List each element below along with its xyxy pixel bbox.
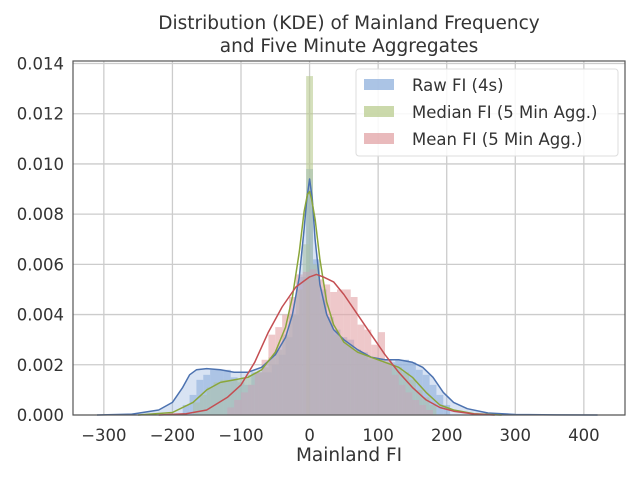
y-tick-label: 0.006 bbox=[17, 255, 64, 274]
histogram-bar bbox=[330, 291, 337, 415]
histogram-bar bbox=[241, 392, 248, 415]
histogram-bar bbox=[422, 374, 430, 415]
histogram-bar bbox=[426, 409, 433, 415]
histogram-bar bbox=[261, 359, 269, 415]
histogram-bar bbox=[234, 379, 241, 415]
legend-label-0: Raw FI (4s) bbox=[412, 76, 504, 95]
y-tick-label: 0.002 bbox=[17, 356, 64, 375]
histogram-bar bbox=[391, 374, 399, 415]
legend-label-1: Median FI (5 Min Agg.) bbox=[412, 103, 597, 122]
histogram-bar bbox=[289, 297, 296, 415]
histogram-bar bbox=[412, 399, 420, 415]
kde-fill-series-0 bbox=[97, 179, 598, 415]
histogram-bar bbox=[220, 379, 228, 415]
histogram-bar bbox=[371, 344, 379, 415]
histogram-bar bbox=[364, 329, 372, 415]
histogram-bar bbox=[199, 394, 207, 415]
histogram-bar bbox=[323, 284, 331, 415]
y-tick-label: 0.008 bbox=[17, 205, 64, 224]
histogram-bar bbox=[419, 404, 427, 415]
x-tick-label: 0 bbox=[304, 426, 315, 445]
histogram-bar bbox=[378, 332, 385, 415]
x-tick-label: −100 bbox=[218, 426, 263, 445]
x-tick-label: 400 bbox=[568, 426, 600, 445]
plot-frame bbox=[72, 60, 626, 416]
legend-swatch-1 bbox=[364, 106, 394, 117]
histogram-bar bbox=[343, 289, 351, 415]
histogram-bar bbox=[337, 289, 344, 415]
kde-curves bbox=[96, 178, 598, 416]
histogram-bar bbox=[227, 379, 235, 415]
histogram-bar bbox=[268, 334, 276, 415]
histogram-bar bbox=[405, 392, 413, 415]
y-tick-label: 0.000 bbox=[17, 406, 64, 425]
histogram-bar bbox=[316, 279, 324, 415]
x-tick-label: −300 bbox=[81, 426, 126, 445]
y-tick-label: 0.014 bbox=[17, 55, 64, 74]
histogram-bar bbox=[398, 384, 406, 415]
histogram-series-2 bbox=[227, 269, 433, 415]
histogram-bar bbox=[306, 76, 313, 415]
histogram-bar bbox=[422, 397, 430, 415]
y-tick-label: 0.010 bbox=[17, 155, 64, 174]
kde-line-series-1 bbox=[138, 190, 502, 416]
histogram-bar bbox=[275, 327, 283, 415]
chart-title-line-2: and Five Minute Aggregates bbox=[220, 36, 478, 57]
x-tick-label: 200 bbox=[431, 426, 463, 445]
histogram-bar bbox=[295, 274, 303, 415]
y-tick-label: 0.012 bbox=[17, 105, 64, 124]
histogram-bar bbox=[350, 297, 358, 415]
histogram-bar bbox=[213, 382, 221, 415]
x-tick-label: 300 bbox=[500, 426, 532, 445]
histogram-bar bbox=[182, 404, 190, 415]
legend-swatch-2 bbox=[364, 133, 394, 144]
histogram-bar bbox=[429, 384, 437, 415]
x-tick-label: −200 bbox=[150, 426, 195, 445]
x-axis-label: Mainland FI bbox=[296, 445, 402, 466]
histogram-bar bbox=[247, 384, 255, 415]
legend-swatch-0 bbox=[364, 79, 394, 90]
histogram-bar bbox=[254, 372, 262, 415]
kde-line-series-2 bbox=[158, 273, 495, 416]
histogram-bar bbox=[206, 387, 214, 415]
legend: Raw FI (4s) Median FI (5 Min Agg.) Mean FI… bbox=[355, 68, 619, 157]
histogram-bar bbox=[302, 271, 310, 415]
legend-label-2: Mean FI (5 Min Agg.) bbox=[412, 130, 582, 149]
x-axis-ticks: −300 −200 −100 0 100 200 300 400 bbox=[81, 426, 599, 445]
histogram-bar bbox=[282, 314, 289, 415]
histogram-bar bbox=[193, 402, 200, 415]
x-tick-label: 100 bbox=[362, 426, 394, 445]
histogram-bar bbox=[357, 324, 365, 415]
y-axis-ticks: 0.000 0.002 0.004 0.006 0.008 0.010 0.012 0.014 bbox=[17, 55, 64, 425]
legend-box bbox=[355, 68, 619, 157]
histogram-bar bbox=[234, 399, 241, 415]
histogram-bar bbox=[227, 407, 235, 415]
y-tick-label: 0.004 bbox=[17, 306, 64, 325]
chart-title-line-1: Distribution (KDE) of Mainland Frequency bbox=[158, 13, 540, 34]
histogram-bar bbox=[309, 269, 317, 415]
histograms bbox=[182, 76, 451, 415]
histogram-bar bbox=[385, 359, 392, 415]
